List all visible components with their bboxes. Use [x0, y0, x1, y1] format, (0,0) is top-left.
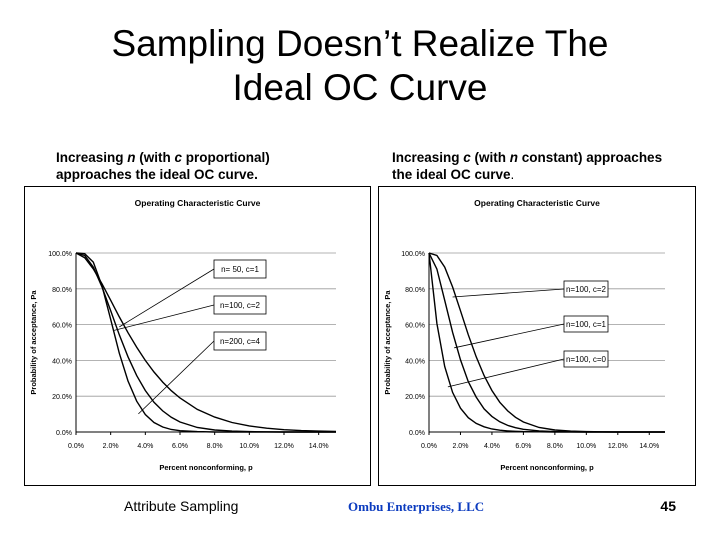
x-tick-label: 0.0% [421, 443, 437, 450]
caption-right-line2-text: the ideal OC curve [392, 167, 511, 182]
caption-left-text-b: (with [135, 150, 175, 165]
y-tick-label: 0.0% [56, 430, 72, 437]
callout-box [213, 295, 267, 315]
caption-left-text-d: proportional) [182, 150, 270, 165]
chart-border [24, 186, 371, 486]
footer-company: Ombu Enterprises, LLC [348, 499, 485, 514]
caption-left-c: c [174, 150, 183, 165]
callout-leader [452, 288, 565, 298]
y-tick-label: 40.0% [52, 358, 72, 365]
chart-title: Operating Characteristic Curve [474, 198, 600, 208]
x-tick-label: 10.0% [576, 443, 596, 450]
x-tick-label: 10.0% [239, 443, 259, 450]
caption-right: Increasing c (with n constant) approache… [392, 149, 692, 183]
x-tick-label: 6.0% [172, 443, 188, 450]
caption-right-line1: Increasing c (with n constant) approache… [392, 149, 692, 166]
x-tick-label: 4.0% [137, 443, 153, 450]
x-tick-label: 0.0% [68, 443, 84, 450]
caption-left-text-a: Increasing [56, 150, 128, 165]
y-tick-label: 20.0% [405, 394, 425, 401]
y-tick-label: 100.0% [48, 251, 72, 258]
oc-chart-right-svg: Operating Characteristic Curve 0.0% 20.0% 4… [378, 186, 696, 486]
callout-box [213, 331, 267, 351]
callout-leader [138, 340, 215, 415]
slide-title: Sampling Doesn’t Realize The Ideal OC Cu… [0, 22, 720, 110]
callout-label: n=100, c=2 [220, 301, 261, 310]
x-tick-label: 14.0% [309, 443, 329, 450]
x-axis-label: Percent nonconforming, p [500, 463, 594, 472]
callout-label: n=100, c=2 [566, 285, 607, 294]
y-tick-label: 0.0% [409, 430, 425, 437]
y-tick-label: 100.0% [401, 251, 425, 258]
callout-box [563, 280, 609, 298]
x-tick-label: 12.0% [274, 443, 294, 450]
x-tick-label: 8.0% [207, 443, 223, 450]
x-tick-label: 2.0% [452, 443, 468, 450]
caption-right-n: n [509, 150, 519, 165]
caption-right-dot: . [510, 167, 515, 182]
caption-left-n: n [127, 150, 136, 165]
footer-left: Attribute Sampling [124, 498, 239, 514]
x-tick-label: 2.0% [103, 443, 119, 450]
y-axis-label: Probability of acceptance, Pa [383, 290, 392, 395]
x-tick-label: 6.0% [515, 443, 531, 450]
series-line-2 [428, 252, 665, 433]
chart-border [378, 186, 696, 486]
x-tick-label: 14.0% [639, 443, 659, 450]
x-tick-label: 4.0% [484, 443, 500, 450]
x-axis-label: Percent nonconforming, p [159, 463, 253, 472]
y-tick-label: 60.0% [405, 323, 425, 330]
callout-box [563, 350, 609, 368]
oc-chart-left: Operating Characteristic Curve 0.0% 20.0% 4… [24, 186, 371, 486]
y-tick-label: 80.0% [52, 287, 72, 294]
y-tick-label: 80.0% [405, 287, 425, 294]
caption-right-text-b: (with [470, 150, 510, 165]
y-tick-label: 40.0% [405, 358, 425, 365]
caption-right-line2: the ideal OC curve. [392, 166, 692, 183]
caption-right-c: c [463, 150, 471, 165]
callout-label: n=200, c=4 [220, 337, 261, 346]
callout-label: n=100, c=1 [566, 320, 607, 329]
caption-right-text-a: Increasing [392, 150, 464, 165]
caption-left-line2: approaches the ideal OC curve. [56, 167, 258, 182]
y-tick-label: 20.0% [52, 394, 72, 401]
series-line-2 [75, 252, 336, 433]
callout-leader [454, 323, 565, 349]
caption-left-line1: Increasing n (with c proportional) [56, 149, 346, 166]
x-tick-label: 8.0% [547, 443, 563, 450]
callout-leader [447, 358, 565, 388]
callout-label: n= 50, c=1 [221, 265, 259, 274]
callout-box [213, 259, 267, 279]
oc-chart-left-svg: Operating Characteristic Curve 0.0% 20.0% 4… [24, 186, 371, 486]
slide-title-line2: Ideal OC Curve [232, 67, 488, 108]
page-number: 45 [660, 498, 676, 514]
y-tick-label: 60.0% [52, 323, 72, 330]
oc-chart-right: Operating Characteristic Curve 0.0% 20.0% 4… [378, 186, 696, 486]
caption-right-text-d: constant) approaches [518, 150, 663, 165]
x-tick-label: 12.0% [608, 443, 628, 450]
callout-leader [114, 304, 215, 331]
callout-label: n=100, c=0 [566, 355, 607, 364]
callout-box [563, 315, 609, 333]
caption-left: Increasing n (with c proportional) appro… [56, 149, 346, 183]
y-axis-label: Probability of acceptance, Pa [29, 290, 38, 395]
chart-title: Operating Characteristic Curve [135, 198, 261, 208]
slide-title-line1: Sampling Doesn’t Realize The [111, 23, 609, 64]
callout-leader [119, 268, 215, 328]
